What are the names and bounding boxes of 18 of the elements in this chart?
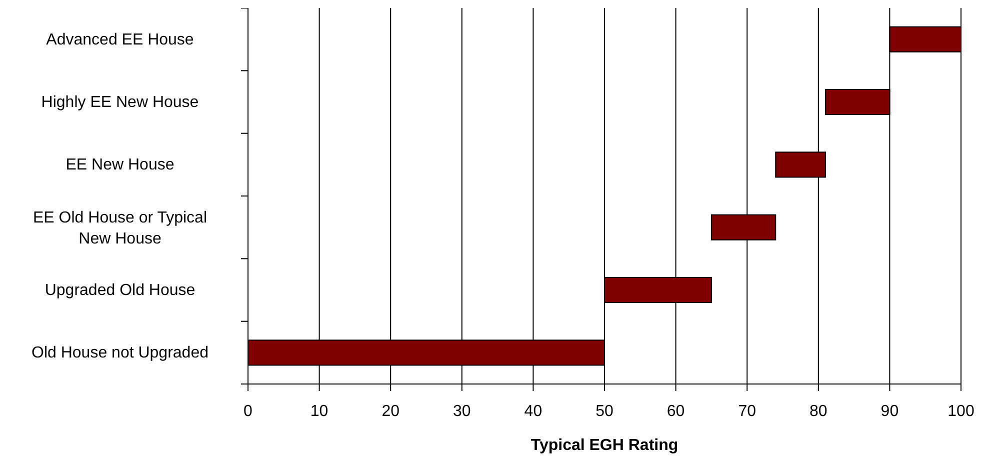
x-tick-label: 40	[524, 403, 542, 420]
x-tick-label: 30	[453, 403, 471, 420]
x-tick-label: 20	[382, 403, 400, 420]
x-tick-label: 60	[666, 403, 685, 420]
x-tick-label: 70	[738, 403, 756, 420]
y-tick-label: Upgraded Old House	[44, 282, 196, 299]
y-tick-label: Highly EE New House	[41, 94, 199, 111]
x-tick-label: 50	[596, 403, 614, 420]
x-tick-label: 80	[810, 403, 828, 420]
y-tick-label: EE Old House or Typical New House	[32, 209, 208, 248]
x-tick-label: 90	[880, 403, 899, 420]
y-tick-label: Old House not Upgraded	[32, 344, 208, 362]
x-tick-label: 0	[244, 403, 253, 420]
x-tick-label: 100	[948, 403, 974, 420]
y-tick-label: Advanced EE House	[46, 31, 194, 48]
y-tick-label: EE New House	[66, 156, 174, 174]
x-tick-label: 10	[310, 403, 328, 420]
x-axis-title: Typical EGH Rating	[530, 437, 678, 454]
